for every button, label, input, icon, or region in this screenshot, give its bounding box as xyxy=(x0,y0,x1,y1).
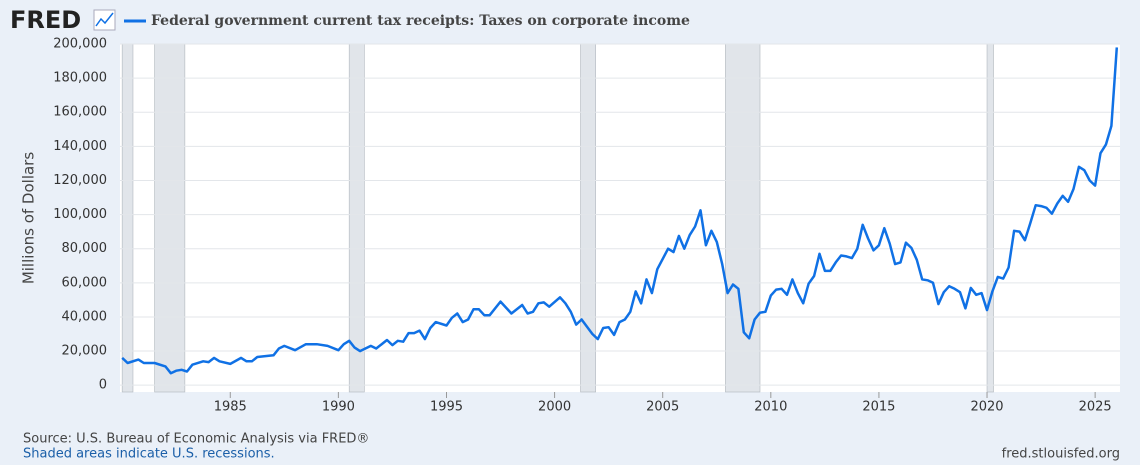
x-tick-label: 2005 xyxy=(646,400,679,415)
recession-band xyxy=(121,43,134,393)
recession-band xyxy=(986,43,994,393)
y-tick-label: 140,000 xyxy=(53,139,107,154)
y-tick-label: 0 xyxy=(99,378,107,393)
x-tick-label: 1990 xyxy=(322,400,355,415)
y-tick-label: 40,000 xyxy=(62,309,108,324)
x-tick-label: 1995 xyxy=(430,400,463,415)
y-tick-label: 200,000 xyxy=(53,37,107,52)
series-line xyxy=(121,47,1119,375)
recession-band xyxy=(580,43,596,393)
x-tick-label: 1985 xyxy=(214,400,247,415)
x-tick-label: 2015 xyxy=(862,400,895,415)
y-tick-label: 60,000 xyxy=(62,275,108,290)
source: Source: U.S. Bureau of Economic Analysis… xyxy=(23,432,369,447)
y-tick-label: 160,000 xyxy=(53,105,107,120)
x-tick-label: 2010 xyxy=(754,400,787,415)
recession-band xyxy=(154,43,186,393)
logo-icon xyxy=(93,9,116,31)
logo-icon-line xyxy=(95,12,114,27)
recession-band xyxy=(348,43,365,393)
x-tick-label: 2000 xyxy=(538,400,571,415)
y-tick-label: 80,000 xyxy=(62,241,108,256)
logo: FRED xyxy=(10,6,81,34)
recession-band xyxy=(725,43,761,393)
x-tick-label: 2020 xyxy=(970,400,1003,415)
chart-title: Federal government current tax receipts:… xyxy=(151,13,690,29)
y-tick-label: 100,000 xyxy=(53,207,107,222)
note: Shaded areas indicate U.S. recessions. xyxy=(23,447,275,462)
plot-area xyxy=(120,44,1120,392)
y-tick-label: 20,000 xyxy=(62,344,108,359)
y-axis-label: Millions of Dollars xyxy=(20,152,38,285)
site: fred.stlouisfed.org xyxy=(1002,447,1120,462)
x-tick-label: 2025 xyxy=(1079,400,1112,415)
y-tick-label: 180,000 xyxy=(53,71,107,86)
y-tick-label: 120,000 xyxy=(53,173,107,188)
